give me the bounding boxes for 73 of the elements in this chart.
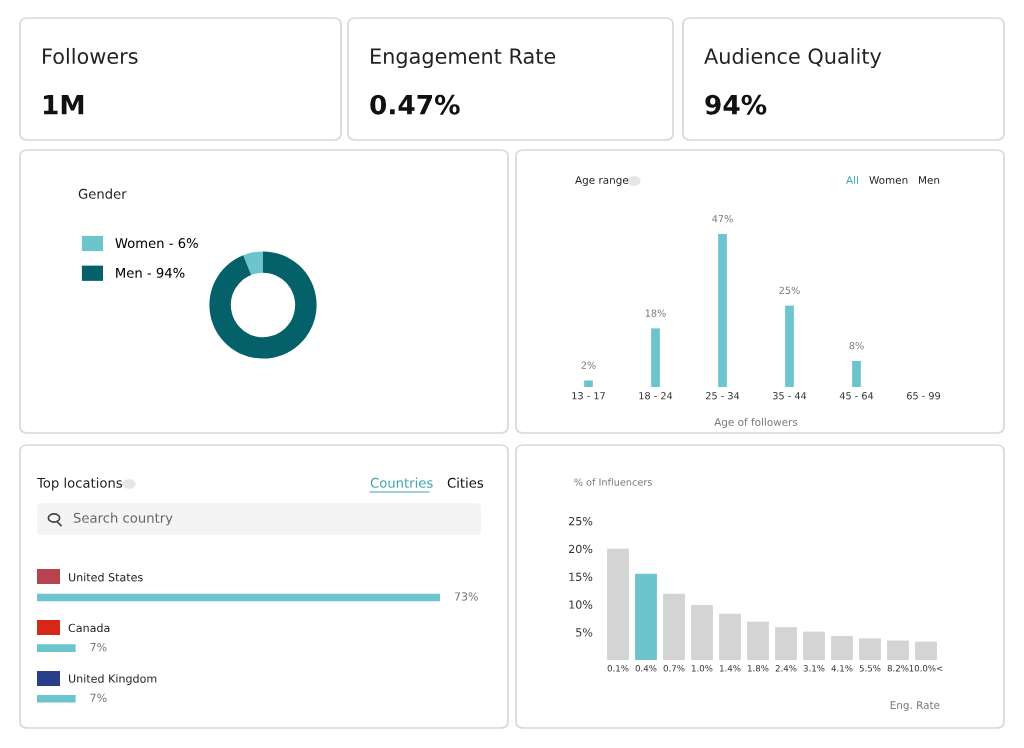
- x-tick-label: 3.1%: [803, 665, 825, 672]
- y-tick-label: 20%: [569, 544, 593, 554]
- bar: [831, 636, 853, 660]
- bar: [887, 640, 909, 660]
- bar: [747, 621, 769, 660]
- data-label: 7%: [90, 642, 107, 652]
- y-tick-label: Canada: [68, 623, 110, 633]
- bar: [584, 380, 593, 387]
- x-tick-label: 13 - 17: [572, 392, 605, 400]
- donut-slice: [243, 251, 263, 276]
- bar: [691, 604, 713, 660]
- x-tick-label: 0.7%: [663, 665, 685, 672]
- text: 0.47%: [370, 94, 460, 115]
- bar: [719, 613, 741, 660]
- x-tick-label: 1.4%: [720, 665, 741, 672]
- data-label: 18%: [645, 309, 666, 317]
- bar: [607, 548, 629, 660]
- legend-label: Men - 94%: [116, 267, 185, 278]
- text: Countries: [370, 477, 433, 488]
- text: All: [846, 175, 858, 184]
- y-tick-label: 5%: [576, 628, 593, 637]
- data-label: 8%: [849, 342, 864, 350]
- x-axis-title: Eng. Rate: [890, 701, 940, 712]
- data-label: 73%: [454, 592, 478, 601]
- text: 94%: [705, 94, 767, 115]
- y-tick-label: 10%: [569, 600, 593, 609]
- y-tick-label: United Kingdom: [69, 674, 157, 685]
- legend-label: Women - 6%: [115, 238, 198, 249]
- x-tick-label: 18 - 24: [639, 392, 673, 400]
- text: Cities: [447, 477, 484, 488]
- text: Audience Quality: [704, 47, 882, 69]
- text: Engagement Rate: [371, 48, 556, 69]
- x-tick-label: 2.4%: [775, 665, 797, 672]
- x-tick-label: 65 - 99: [906, 392, 941, 400]
- bar: [852, 360, 861, 387]
- x-tick-label: 8.2%: [887, 665, 909, 672]
- x-tick-label: 25 - 34: [706, 392, 740, 400]
- bar: [803, 631, 825, 660]
- chart-title: Top locations: [36, 477, 123, 491]
- chart-title: Age range: [575, 176, 629, 187]
- bar: [635, 573, 657, 660]
- bar: [859, 638, 881, 660]
- y-axis-title: % of Influencers: [574, 478, 652, 486]
- x-tick-label: 5.5%: [859, 665, 881, 672]
- bar: [785, 305, 794, 387]
- y-tick-label: United States: [69, 572, 143, 582]
- bar: [663, 593, 685, 660]
- data-label: 25%: [779, 286, 800, 295]
- data-label: 7%: [90, 693, 107, 703]
- y-tick-label: 25%: [569, 516, 593, 526]
- text: Search country: [73, 512, 173, 526]
- x-tick-label: 35 - 44: [773, 392, 807, 400]
- bar: [915, 641, 937, 660]
- y-tick-label: 15%: [569, 572, 593, 581]
- donut-slice: [209, 251, 317, 359]
- x-tick-label: 4.1%: [831, 665, 853, 672]
- x-tick-label: 0.1%: [607, 665, 629, 672]
- text: 1M: [43, 95, 84, 115]
- x-tick-label: 1.8%: [748, 665, 769, 672]
- x-tick-label: 45 - 64: [839, 392, 874, 400]
- text: Men: [919, 176, 940, 185]
- x-tick-label: 0.4%: [635, 665, 657, 672]
- x-tick-label: 1.0%: [692, 665, 713, 672]
- chart-title: Gender: [78, 188, 127, 199]
- x-axis-title: Age of followers: [714, 417, 798, 429]
- bar: [718, 234, 727, 387]
- x-tick-label: 10.0%<: [909, 665, 943, 672]
- text: Women: [869, 176, 908, 185]
- bar: [775, 627, 797, 660]
- text: Followers: [43, 47, 138, 65]
- data-label: 47%: [712, 215, 733, 223]
- data-label: 2%: [581, 361, 596, 369]
- bar: [651, 328, 660, 387]
